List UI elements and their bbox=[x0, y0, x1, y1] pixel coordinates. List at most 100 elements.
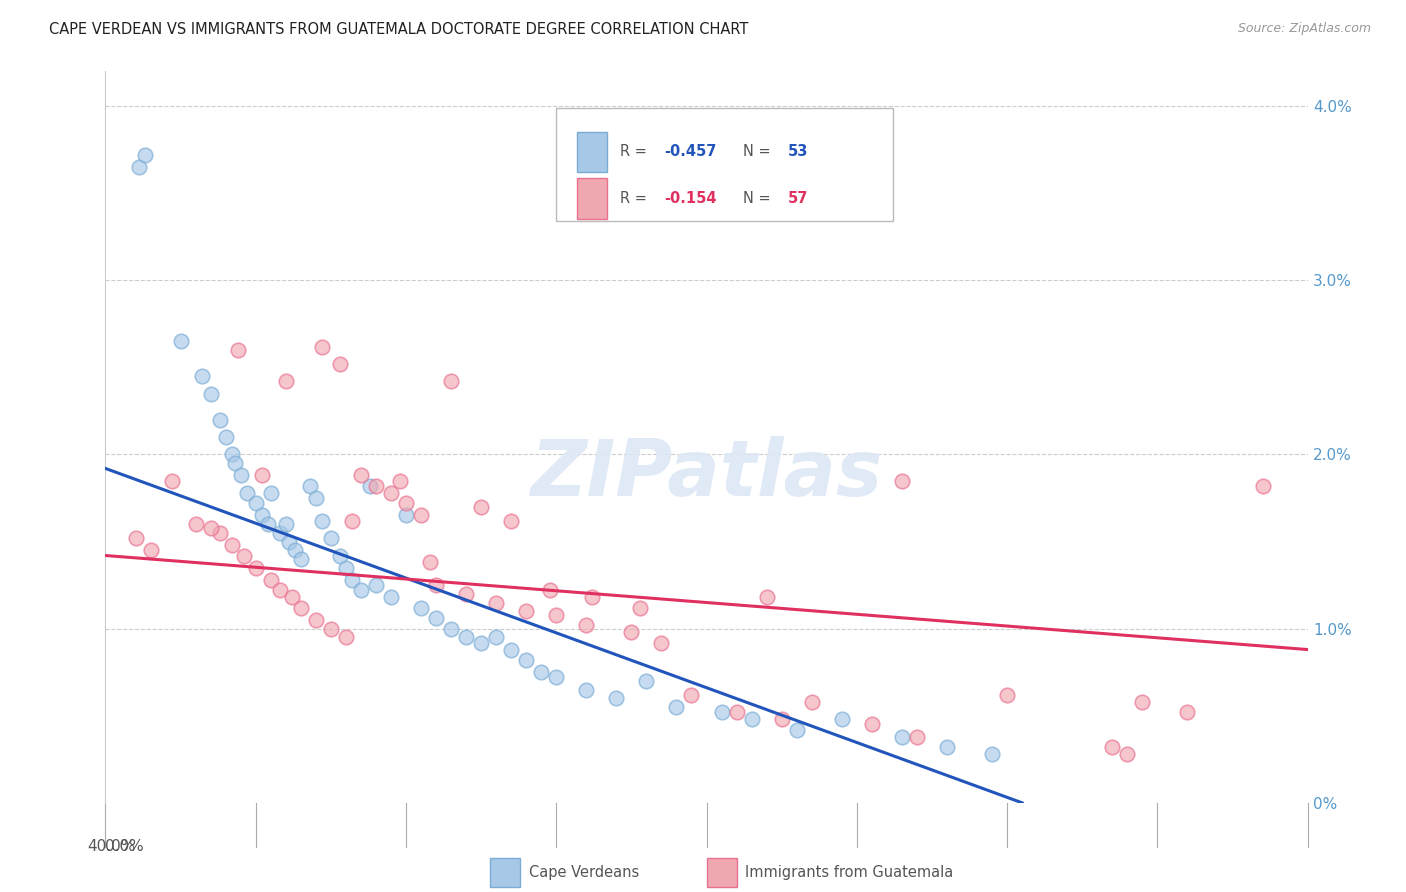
Point bbox=[936, 740, 959, 755]
Bar bbox=[491, 858, 520, 887]
Point bbox=[134, 148, 156, 162]
Point bbox=[124, 531, 146, 545]
Point bbox=[800, 695, 823, 709]
Point bbox=[364, 578, 387, 592]
Point bbox=[335, 560, 357, 574]
Point bbox=[605, 691, 627, 706]
Text: N =: N = bbox=[742, 145, 775, 160]
Point bbox=[905, 730, 928, 744]
Text: R =: R = bbox=[620, 145, 651, 160]
Text: 53: 53 bbox=[789, 145, 808, 160]
Point bbox=[741, 712, 763, 726]
Point bbox=[200, 521, 222, 535]
Bar bbox=[707, 858, 737, 887]
Bar bbox=[576, 132, 607, 172]
Point bbox=[1251, 479, 1274, 493]
Point bbox=[620, 625, 643, 640]
Point bbox=[335, 631, 357, 645]
Bar bbox=[576, 178, 607, 219]
Point bbox=[485, 631, 508, 645]
Point bbox=[139, 543, 162, 558]
Point bbox=[409, 508, 432, 523]
Point bbox=[770, 712, 793, 726]
Text: Source: ZipAtlas.com: Source: ZipAtlas.com bbox=[1237, 22, 1371, 36]
Point bbox=[665, 700, 688, 714]
Point bbox=[1130, 695, 1153, 709]
Text: Immigrants from Guatemala: Immigrants from Guatemala bbox=[745, 864, 953, 880]
Point bbox=[260, 485, 283, 500]
Point bbox=[250, 508, 273, 523]
Point bbox=[710, 705, 733, 719]
Point bbox=[380, 591, 402, 605]
Point bbox=[232, 549, 254, 563]
Point bbox=[277, 534, 299, 549]
Point bbox=[890, 730, 912, 744]
Point bbox=[311, 514, 333, 528]
Point bbox=[440, 622, 463, 636]
Point bbox=[470, 500, 492, 514]
Point bbox=[860, 717, 883, 731]
Point bbox=[290, 552, 312, 566]
Point bbox=[515, 653, 537, 667]
Point bbox=[786, 723, 808, 737]
Point bbox=[1175, 705, 1198, 719]
Text: -0.154: -0.154 bbox=[665, 191, 717, 206]
Point bbox=[1116, 747, 1139, 761]
Text: ZIPatlas: ZIPatlas bbox=[530, 435, 883, 512]
Point bbox=[256, 517, 278, 532]
Point bbox=[169, 334, 191, 349]
Point bbox=[229, 468, 252, 483]
Text: R =: R = bbox=[620, 191, 651, 206]
Text: 57: 57 bbox=[789, 191, 808, 206]
Point bbox=[305, 613, 328, 627]
Point bbox=[160, 474, 183, 488]
Point bbox=[725, 705, 748, 719]
Point bbox=[981, 747, 1004, 761]
Point bbox=[485, 595, 508, 609]
Point bbox=[575, 618, 598, 632]
Point bbox=[530, 665, 553, 680]
Point bbox=[190, 369, 212, 384]
Point bbox=[395, 508, 418, 523]
Point bbox=[1101, 740, 1123, 755]
Point bbox=[501, 642, 523, 657]
Point bbox=[250, 468, 273, 483]
Point bbox=[395, 496, 418, 510]
Point bbox=[581, 591, 603, 605]
Point bbox=[470, 635, 492, 649]
Point bbox=[831, 712, 853, 726]
Point bbox=[319, 531, 342, 545]
Point bbox=[456, 631, 478, 645]
Point bbox=[538, 583, 561, 598]
Point bbox=[340, 514, 363, 528]
Point bbox=[546, 607, 568, 622]
Point bbox=[200, 386, 222, 401]
Point bbox=[284, 543, 307, 558]
Point bbox=[440, 375, 463, 389]
Point bbox=[298, 479, 321, 493]
Point bbox=[515, 604, 537, 618]
Point bbox=[208, 412, 231, 426]
Point bbox=[350, 583, 373, 598]
Point bbox=[281, 591, 304, 605]
Point bbox=[388, 474, 411, 488]
Point bbox=[224, 456, 246, 470]
Point bbox=[628, 600, 651, 615]
Point bbox=[456, 587, 478, 601]
Point bbox=[128, 160, 150, 174]
Text: 40.0%: 40.0% bbox=[87, 839, 135, 855]
Point bbox=[319, 622, 342, 636]
Point bbox=[305, 491, 328, 505]
Point bbox=[274, 375, 297, 389]
Point bbox=[214, 430, 236, 444]
Point bbox=[340, 573, 363, 587]
Point bbox=[269, 525, 291, 540]
Point bbox=[245, 560, 267, 574]
Point bbox=[636, 673, 658, 688]
Point bbox=[260, 573, 283, 587]
Point bbox=[311, 339, 333, 353]
Point bbox=[755, 591, 778, 605]
FancyBboxPatch shape bbox=[557, 108, 893, 221]
Point bbox=[274, 517, 297, 532]
Point bbox=[221, 538, 243, 552]
